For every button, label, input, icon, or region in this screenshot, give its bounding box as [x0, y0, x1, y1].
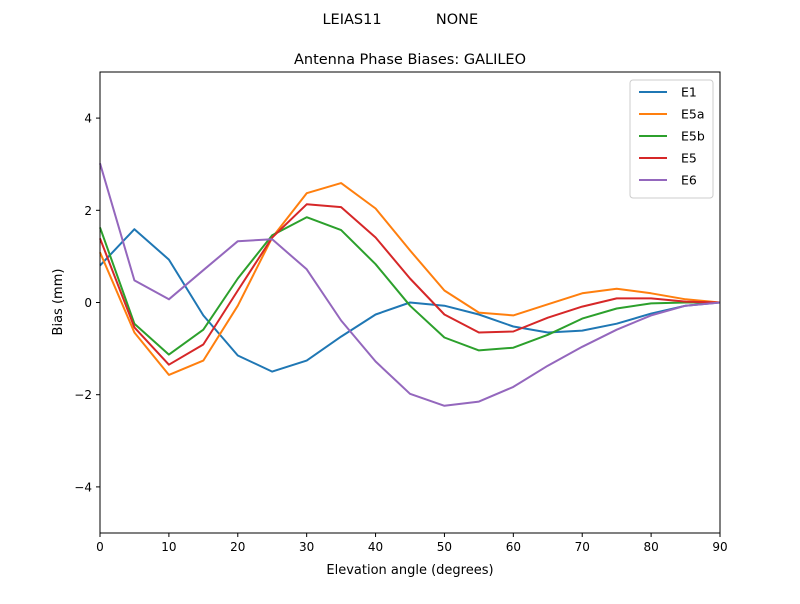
legend-label-E5b: E5b — [681, 129, 705, 144]
legend-label-E6: E6 — [681, 173, 697, 188]
plot-frame — [99, 71, 721, 534]
suptitle-left: LEIAS11 — [322, 12, 381, 28]
x-tick-label: 30 — [299, 540, 314, 554]
legend: E1 E5a E5b E5 E6 — [629, 79, 714, 199]
x-tick-label: 80 — [643, 540, 658, 554]
legend-label-E5: E5 — [681, 151, 697, 166]
y-axis-label: Bias (mm) — [51, 269, 66, 336]
x-tick-label: 60 — [506, 540, 521, 554]
x-tick-label: 40 — [368, 540, 383, 554]
series-line-E5b — [99, 216, 720, 356]
x-tick-label: 70 — [575, 540, 590, 554]
series-line-E1 — [99, 228, 721, 373]
y-tick-label: −2 — [74, 388, 92, 402]
x-axis-label: Elevation angle (degrees) — [326, 563, 493, 578]
x-tick-label: 10 — [161, 540, 176, 554]
series-line-E5a — [99, 182, 721, 376]
legend-box — [629, 79, 714, 199]
series-line-E5 — [99, 203, 721, 366]
legend-label-E1: E1 — [681, 85, 697, 100]
y-tick-label: 2 — [84, 204, 92, 218]
y-tick-label: −4 — [74, 480, 92, 494]
y-tick-label: 4 — [84, 112, 92, 126]
x-tick-label: 0 — [96, 540, 104, 554]
x-tick-label: 20 — [230, 540, 245, 554]
chart-title: Antenna Phase Biases: GALILEO — [294, 52, 526, 68]
legend-label-E5a: E5a — [681, 107, 705, 122]
x-tick-label: 50 — [437, 540, 452, 554]
series-line-E6 — [99, 163, 721, 407]
x-tick-label: 90 — [712, 540, 727, 554]
suptitle-right: NONE — [436, 12, 478, 28]
y-tick-label: 0 — [84, 296, 92, 310]
